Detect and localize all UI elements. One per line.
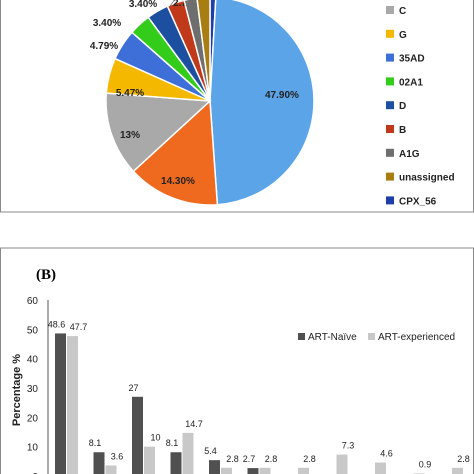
pie-label-g: 14.30%: [161, 176, 195, 187]
bar-art-naive: [55, 333, 66, 474]
legend-label-35ad: 35AD: [399, 54, 425, 65]
pie-label-02a1: 5.47%: [116, 88, 144, 99]
legend-label-cpx-56: CPX_56: [399, 196, 437, 207]
bar-value-label: 4.6: [380, 449, 393, 459]
legend-label-b: B: [399, 125, 406, 136]
legend-swatch-cpx-56: [386, 196, 394, 205]
bar-value-label: 0.9: [419, 459, 432, 469]
bar-art-experienced: [298, 467, 309, 474]
bar-value-label: 48.6: [48, 319, 66, 329]
y-tick-label: 50: [27, 325, 39, 336]
bar-value-label: 14.7: [185, 419, 203, 429]
pie-label-unassigned: 2.7: [173, 0, 187, 9]
pie-slice-extra-grey: [183, 0, 211, 102]
pie-slice-extra-olive: [196, 0, 211, 102]
bar-art-experienced: [452, 467, 463, 474]
legend-swatch-c: [386, 6, 394, 14]
bar-value-label: 47.7: [70, 322, 88, 332]
bar-value-label: 27: [128, 383, 138, 393]
pie-label-a1g: 3.40%: [129, 0, 157, 10]
pie-slice-g: [132, 99, 219, 206]
legend-label-d: D: [399, 101, 406, 112]
legend-swatch-g: [386, 29, 394, 38]
legend-label-c: C: [399, 6, 406, 17]
bar-value-label: 2.8: [457, 454, 470, 464]
bar-value-label: 2.8: [303, 454, 316, 464]
legend-label-02a1: 02A1: [399, 77, 423, 88]
legend-swatch-b: [386, 125, 394, 133]
bar-art-experienced: [144, 446, 155, 474]
pie-leader-line: [185, 0, 190, 7]
bar-art-naive: [132, 396, 143, 474]
y-tick-label: 40: [27, 355, 39, 366]
pie-label-b: 3.40%: [93, 18, 121, 29]
panel-label: (B): [36, 267, 56, 283]
legend-swatch-d: [386, 101, 394, 110]
pie-slice-c: [209, 0, 315, 206]
pie-label-d: 4.79%: [90, 41, 118, 52]
legend-label-art-naive: ART-Naïve: [308, 332, 357, 343]
legend-swatch-02a1: [386, 77, 394, 86]
bar-art-experienced: [67, 336, 78, 474]
legend-label-art-experienced: ART-experienced: [378, 332, 455, 343]
bar-art-experienced: [375, 462, 386, 474]
bar-axis: 0 10 20 30 40 50 60: [27, 296, 49, 474]
bar-panel: (B) Percentage % 0 10 20 30 40 50 60 48.6 47.7 8…: [0, 247, 474, 474]
bar-value-label: 2.7: [243, 454, 256, 464]
bar-chart: 48.6 47.7 8.1 3.6 27 10 8.1 14.7 5.4 2.8 2.7 2.8 2.8…: [48, 319, 470, 474]
bar-art-experienced: [336, 454, 348, 474]
pie-slice-35ad: [105, 92, 212, 173]
legend-swatch-35ad: [386, 53, 394, 62]
legend-swatch-a1g: [386, 148, 394, 157]
y-tick-label: 30: [27, 384, 39, 395]
bar-art-naive: [93, 452, 105, 474]
bar-value-label: 3.6: [111, 451, 124, 461]
y-tick-label: 0: [32, 472, 38, 474]
legend-label-unassigned: unassigned: [399, 173, 455, 184]
pie-label-35ad: 13%: [120, 130, 140, 141]
bar-value-label: 10: [150, 433, 160, 443]
bar-value-label: 2.8: [226, 454, 239, 464]
bar-legend: ART-Naïve ART-experienced: [298, 332, 455, 343]
pie-legend: C G 35AD 02A1 D B A1G unassigned CPX_56: [386, 6, 455, 207]
bar-value-label: 5.4: [204, 446, 217, 456]
bar-value-label: 8.1: [89, 438, 102, 448]
bar-value-label: 8.1: [166, 438, 179, 448]
y-tick-label: 10: [27, 443, 39, 454]
y-axis-title: Percentage %: [11, 354, 23, 426]
bar-art-experienced: [182, 432, 194, 474]
pie-panel: 47.90% 14.30% 13% 5.47% 4.79% 3.40% 3.40% 2.7 C…: [0, 0, 474, 213]
bar-art-naive: [209, 460, 220, 474]
bar-value-label: 7.3: [342, 441, 355, 451]
bar-art-experienced: [221, 467, 232, 474]
y-tick-label: 60: [27, 296, 39, 307]
bar-art-naive: [247, 468, 259, 474]
legend-swatch-unassigned: [386, 172, 394, 181]
legend-swatch-art-experienced: [368, 333, 375, 340]
pie-leader-line: [169, 0, 175, 7]
legend-label-a1g: A1G: [399, 149, 420, 160]
y-tick-label: 20: [27, 413, 39, 424]
bar-art-experienced: [259, 467, 271, 474]
bar-art-experienced: [105, 465, 117, 474]
legend-label-g: G: [399, 30, 407, 41]
legend-swatch-art-naive: [298, 333, 305, 340]
bar-value-label: 2.8: [265, 454, 278, 464]
pie-label-c: 47.90%: [265, 90, 299, 101]
pie-chart: 47.90% 14.30% 13% 5.47% 4.79% 3.40% 3.40% 2.7: [90, 0, 315, 206]
bar-art-naive: [170, 452, 182, 474]
